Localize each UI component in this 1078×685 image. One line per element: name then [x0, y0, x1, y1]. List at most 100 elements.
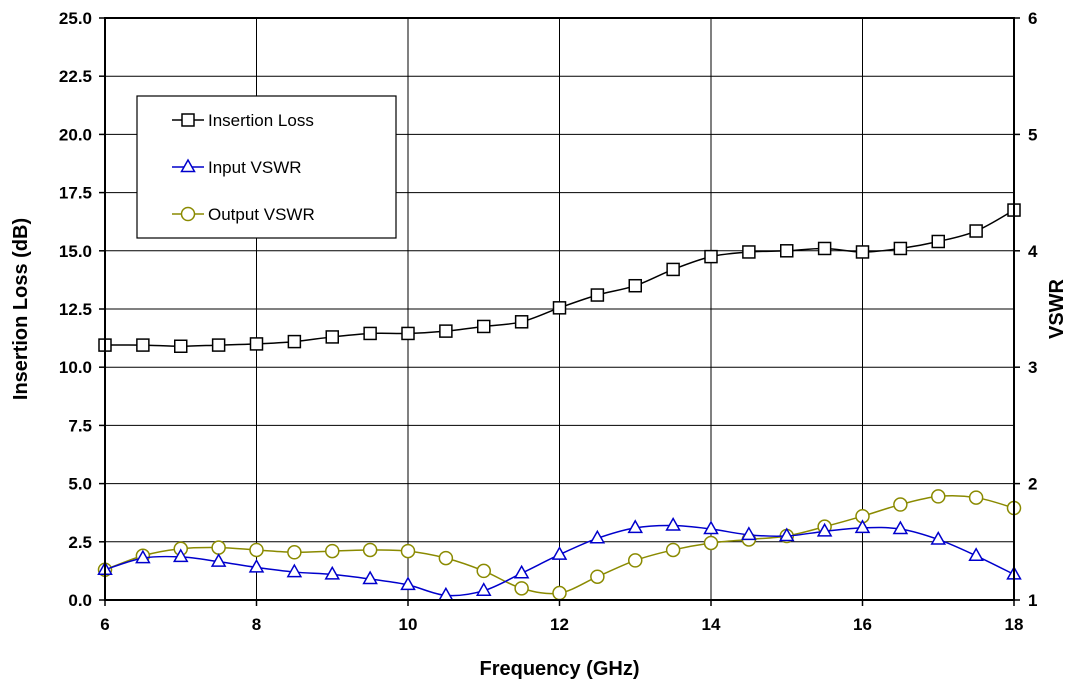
data-point — [400, 543, 416, 559]
data-point — [855, 245, 870, 259]
y-tick-label: 20.0 — [59, 125, 92, 144]
data-point — [362, 570, 378, 585]
data-point — [211, 338, 226, 352]
data-point — [363, 326, 377, 341]
data-point — [439, 324, 453, 338]
data-point — [249, 542, 264, 558]
data-point — [286, 563, 303, 578]
data-point — [514, 315, 529, 329]
data-point — [249, 337, 264, 351]
data-point — [513, 564, 530, 579]
data-point — [968, 490, 984, 505]
x-tick-label: 6 — [100, 615, 109, 634]
data-point — [931, 234, 945, 249]
circle-marker-icon — [180, 206, 196, 222]
data-point — [854, 519, 871, 534]
y2-axis-title: VSWR — [1046, 278, 1068, 339]
series-output-vswr — [97, 489, 1022, 601]
data-point — [287, 545, 302, 560]
data-point — [475, 582, 492, 596]
data-point — [590, 569, 605, 584]
data-point — [741, 526, 757, 541]
data-point — [628, 278, 642, 293]
legend-item-input-vswr: Input VSWR — [172, 158, 302, 177]
triangle-marker-icon — [180, 158, 196, 173]
legend-item-output-vswr: Output VSWR — [172, 205, 315, 224]
data-point — [401, 326, 415, 341]
data-point — [477, 319, 491, 334]
y-tick-label: 7.5 — [68, 416, 92, 435]
data-point — [628, 553, 643, 568]
x-tick-label: 10 — [399, 615, 418, 634]
data-point — [742, 245, 756, 259]
data-point — [665, 516, 681, 531]
data-point — [704, 249, 718, 264]
data-point — [552, 301, 567, 315]
data-point — [476, 563, 491, 579]
data-point — [211, 540, 226, 555]
data-point — [438, 550, 454, 566]
data-point — [816, 522, 833, 537]
data-point — [969, 224, 983, 238]
x-tick-label: 18 — [1005, 615, 1024, 634]
data-point — [172, 548, 189, 563]
y2-tick-label: 2 — [1028, 475, 1037, 494]
data-point — [248, 558, 265, 573]
y2-tick-label: 4 — [1028, 242, 1038, 261]
y-tick-label: 10.0 — [59, 358, 92, 377]
data-point — [893, 241, 908, 256]
y-tick-label: 22.5 — [59, 67, 92, 86]
legend-item-insertion-loss: Insertion Loss — [172, 111, 314, 130]
data-point — [590, 288, 605, 302]
x-tick-label: 8 — [252, 615, 261, 634]
data-point — [817, 241, 832, 256]
y-tick-label: 0.0 — [68, 591, 92, 610]
data-point — [589, 529, 606, 544]
data-point — [665, 542, 681, 558]
data-point — [136, 338, 150, 352]
data-point — [287, 334, 302, 349]
x-tick-label: 14 — [702, 615, 721, 634]
data-point — [324, 565, 341, 580]
data-point — [930, 530, 947, 545]
legend-label-insertion-loss: Insertion Loss — [208, 111, 314, 130]
data-point — [400, 576, 416, 591]
y-tick-label: 12.5 — [59, 300, 92, 319]
y-tick-label: 2.5 — [68, 533, 92, 552]
data-point — [666, 262, 680, 277]
y-tick-label: 17.5 — [59, 184, 92, 203]
data-point — [968, 547, 984, 562]
x-tick-label: 12 — [550, 615, 569, 634]
data-point — [514, 581, 529, 596]
y2-tick-label: 1 — [1028, 591, 1037, 610]
series-insertion-loss — [98, 203, 1021, 353]
data-point — [778, 527, 795, 542]
y2-tick-label: 3 — [1028, 358, 1037, 377]
data-point — [703, 535, 719, 551]
y-axis-title: Insertion Loss (dB) — [10, 218, 32, 400]
data-point — [135, 549, 151, 564]
series-input-vswr — [97, 516, 1022, 601]
data-point — [893, 497, 908, 512]
data-point — [627, 519, 644, 534]
y-tick-label: 5.0 — [68, 475, 92, 494]
data-point — [780, 244, 794, 258]
data-point — [703, 520, 719, 535]
data-point — [325, 330, 339, 344]
y-tick-label: 25.0 — [59, 9, 92, 28]
legend: Insertion Loss Input VSWR Output VSWR — [136, 95, 397, 239]
legend-label-input-vswr: Input VSWR — [208, 158, 302, 177]
ticks: 6 8 10 12 14 16 180.02.55.07.510.012.515.017.5… — [59, 9, 1038, 634]
legend-label-output-vswr: Output VSWR — [208, 205, 315, 224]
data-point — [210, 553, 227, 567]
square-marker-icon — [181, 113, 195, 127]
y2-tick-label: 6 — [1028, 9, 1037, 28]
data-point — [892, 520, 909, 535]
data-point — [551, 546, 568, 560]
data-point — [552, 585, 567, 601]
data-point — [325, 543, 340, 559]
data-point — [362, 542, 378, 558]
data-point — [931, 489, 946, 504]
